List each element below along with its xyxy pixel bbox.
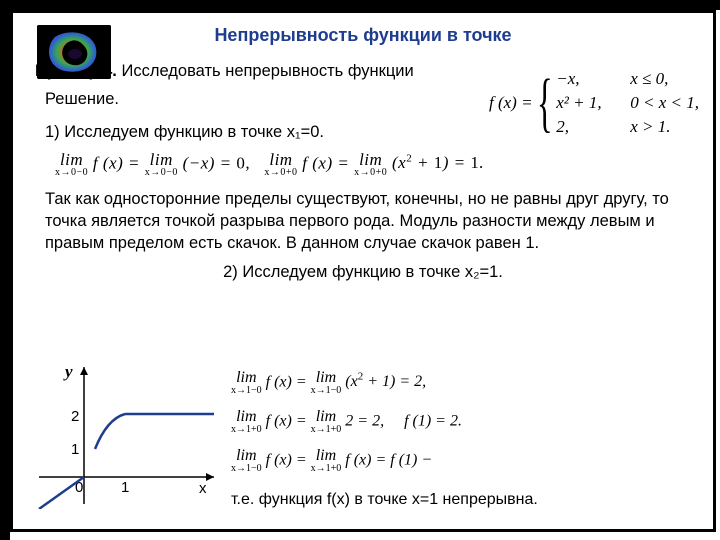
content-frame: Непрерывность функции в точке f (x) = { …	[10, 10, 716, 532]
page-title: Непрерывность функции в точке	[13, 13, 713, 54]
limit-line-2: limx→1+0 f (x) = limx→1+0 2 = 2, f (1) =…	[231, 409, 701, 435]
limit-line-1: limx→1−0 f (x) = limx→1−0 (x2 + 1) = 2,	[231, 370, 701, 396]
decorative-3d-icon	[37, 25, 111, 79]
case-row: 2, x > 1.	[556, 117, 699, 137]
svg-text:x: x	[199, 480, 207, 497]
case-row: x² + 1, 0 < x < 1,	[556, 93, 699, 113]
limits-row-1: limx→0−0 f (x) = limx→0−0 (−x) = 0, limx…	[55, 151, 691, 178]
svg-text:1: 1	[71, 441, 79, 458]
piecewise-lhs: f (x) =	[489, 93, 533, 113]
left-black-border	[0, 0, 10, 540]
piecewise-definition: f (x) = { −x, x ≤ 0, x² + 1, 0 < x < 1, …	[489, 69, 699, 137]
conclusion: т.е. функция f(x) в точке x=1 непрерывна…	[231, 491, 701, 509]
limits-column: limx→1−0 f (x) = limx→1−0 (x2 + 1) = 2, …	[231, 359, 701, 519]
graph: y x 0 1 1 2	[29, 359, 219, 509]
explanation-1: Так как односторонние пределы существуют…	[45, 188, 681, 255]
left-brace: {	[536, 78, 552, 128]
svg-text:2: 2	[71, 408, 79, 425]
top-black-border	[0, 0, 720, 10]
case-row: −x, x ≤ 0,	[556, 69, 699, 89]
svg-text:1: 1	[121, 479, 129, 496]
example-text: Исследовать непрерывность функции	[117, 62, 414, 80]
svg-text:y: y	[63, 362, 73, 381]
limit-line-3: limx→1−0 f (x) = limx→1+0 f (x) = f (1) …	[231, 448, 701, 474]
step-2: 2) Исследуем функцию в точке x₂=1.	[35, 261, 691, 283]
lower-area: y x 0 1 1 2 limx→1−0 f (x) = limx→1−0 (x…	[29, 359, 701, 519]
piecewise-cases: −x, x ≤ 0, x² + 1, 0 < x < 1, 2, x > 1.	[556, 69, 699, 137]
